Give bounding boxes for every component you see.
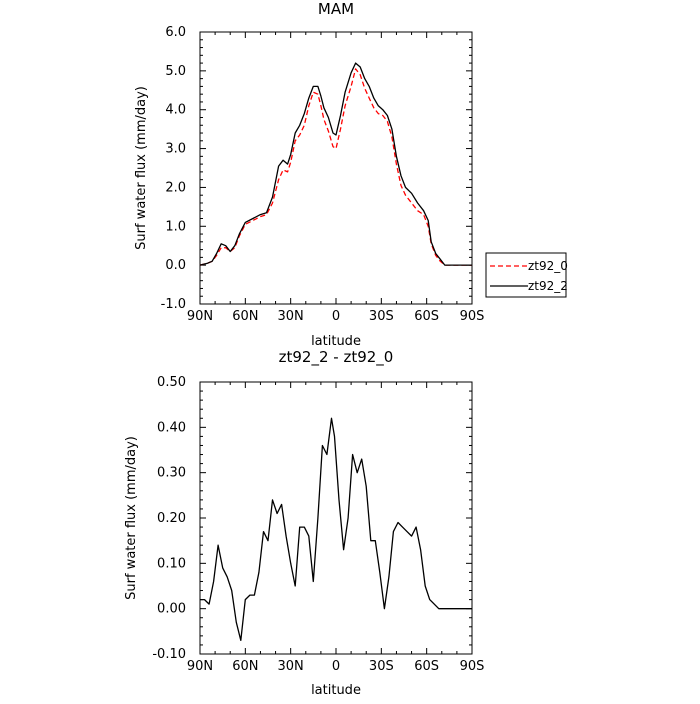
top-plot-frame (199, 31, 473, 305)
bottom-y-tick-label: 0.30 (157, 466, 186, 481)
top-x-tick-label: 30S (369, 309, 394, 324)
bottom-x-tick-label: 90S (460, 659, 485, 674)
top-y-tick-label: 1.0 (165, 219, 186, 234)
bottom-y-tick-label: 0.40 (157, 420, 186, 435)
bottom-x-tick-label: 90N (187, 659, 213, 674)
bottom-y-tick-label: 0.50 (157, 375, 186, 390)
bottom-chart-title: zt92_2 - zt92_0 (279, 348, 394, 367)
legend-label-zt92-2: zt92_2 (528, 279, 568, 293)
bottom-plot-frame (199, 381, 473, 655)
top-x-tick-label: 90N (187, 309, 213, 324)
bottom-y-axis-label: Surf water flux (mm/day) (124, 436, 139, 600)
bottom-panel: zt92_2 - zt92_0 90N 60N 30N 0 30S 60S 90S -0.10… (124, 348, 484, 698)
top-x-tick-label: 0 (332, 309, 340, 324)
bottom-y-tick-label: 0.00 (157, 602, 186, 617)
top-y-tick-label: 0.0 (165, 258, 186, 273)
top-y-axis-label: Surf water flux (mm/day) (134, 86, 149, 250)
legend-label-zt92-0: zt92_0 (528, 259, 568, 273)
top-series-line-0 (199, 68, 472, 266)
top-series-line-1 (199, 62, 472, 266)
top-x-tick-label: 60S (414, 309, 439, 324)
top-x-tick-label: 90S (460, 309, 485, 324)
bottom-x-tick-label: 60N (232, 659, 258, 674)
top-y-tick-label: 6.0 (165, 25, 186, 40)
top-x-tick-label: 60N (232, 309, 258, 324)
top-x-tick-label: 30N (278, 309, 304, 324)
top-y-tick-label: -1.0 (161, 297, 186, 312)
top-y-tick-label: 5.0 (165, 64, 186, 79)
bottom-y-tick-label: -0.10 (152, 647, 186, 662)
bottom-x-tick-label: 0 (332, 659, 340, 674)
top-panel: MAM 90N 60N 30N 0 30S 60S 90S -1.0 0.0 1.0 2.0 3.0 4… (134, 0, 568, 349)
legend-box (485, 252, 567, 298)
bottom-y-tick-label: 0.10 (157, 556, 186, 571)
bottom-x-tick-label: 30S (369, 659, 394, 674)
bottom-x-tick-label: 30N (278, 659, 304, 674)
bottom-series-line-0 (200, 417, 472, 642)
top-y-tick-label: 2.0 (165, 180, 186, 195)
bottom-x-axis-label: latitude (311, 683, 361, 698)
top-x-axis-label: latitude (311, 334, 361, 349)
bottom-y-tick-label: 0.20 (157, 511, 186, 526)
top-chart-title: MAM (318, 0, 354, 18)
bottom-x-tick-label: 60S (414, 659, 439, 674)
top-y-tick-label: 3.0 (165, 142, 186, 157)
legend: zt92_0 zt92_2 (485, 252, 568, 298)
top-y-tick-label: 4.0 (165, 103, 186, 118)
